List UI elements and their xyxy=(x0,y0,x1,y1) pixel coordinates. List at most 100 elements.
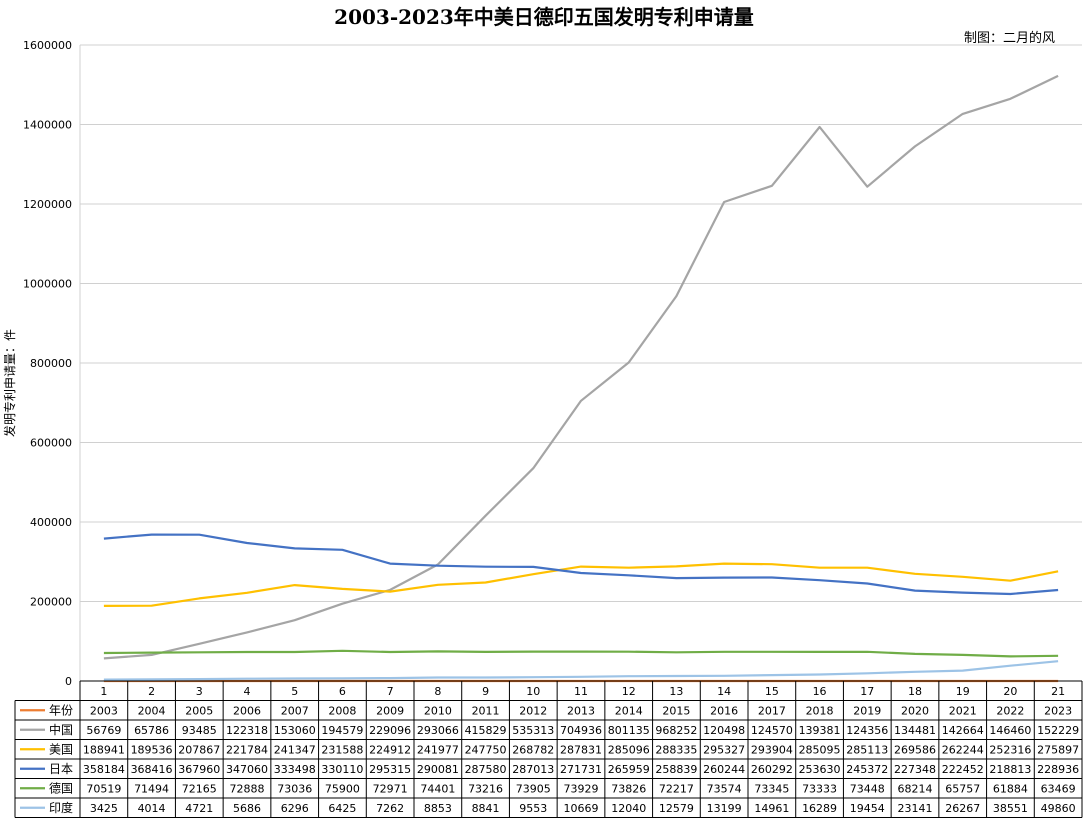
data-label: 124356 xyxy=(846,724,888,737)
data-label: 241977 xyxy=(417,743,459,756)
data-label: 288335 xyxy=(655,743,697,756)
data-label: 2013 xyxy=(567,704,595,717)
data-label: 2004 xyxy=(138,704,166,717)
category-label: 12 xyxy=(622,685,636,698)
data-label: 73333 xyxy=(802,782,837,795)
y-tick-label: 800000 xyxy=(30,357,72,370)
series-lines xyxy=(103,74,1059,683)
category-label: 21 xyxy=(1051,685,1065,698)
data-label: 2014 xyxy=(615,704,643,717)
data-label: 61884 xyxy=(993,782,1028,795)
data-label: 252316 xyxy=(989,743,1031,756)
data-label: 2011 xyxy=(472,704,500,717)
category-label: 8 xyxy=(434,685,441,698)
data-label: 65757 xyxy=(945,782,980,795)
data-label: 227348 xyxy=(894,763,936,776)
category-label: 5 xyxy=(291,685,298,698)
data-label: 72217 xyxy=(659,782,694,795)
data-label: 222452 xyxy=(942,763,984,776)
data-label: 73574 xyxy=(707,782,742,795)
data-label: 8841 xyxy=(472,802,500,815)
data-label: 260292 xyxy=(751,763,793,776)
category-label: 3 xyxy=(196,685,203,698)
data-label: 122318 xyxy=(226,724,268,737)
data-label: 2015 xyxy=(662,704,690,717)
data-label: 65786 xyxy=(134,724,169,737)
data-label: 13199 xyxy=(707,802,742,815)
data-label: 229096 xyxy=(369,724,411,737)
series-line-2 xyxy=(103,562,1059,608)
category-label: 7 xyxy=(387,685,394,698)
category-label: 20 xyxy=(1003,685,1017,698)
data-label: 68214 xyxy=(898,782,933,795)
series-line-3 xyxy=(103,533,1059,596)
category-label: 13 xyxy=(669,685,683,698)
data-label: 2022 xyxy=(996,704,1024,717)
data-label: 5686 xyxy=(233,802,261,815)
data-label: 4721 xyxy=(185,802,213,815)
data-label: 2005 xyxy=(185,704,213,717)
data-label: 71494 xyxy=(134,782,169,795)
data-label: 189536 xyxy=(131,743,173,756)
chart-credit: 制图：二月的风 xyxy=(964,30,1055,46)
data-label: 258839 xyxy=(655,763,697,776)
data-label: 295327 xyxy=(703,743,745,756)
y-tick-labels: 0 200000 400000 600000 800000 1000000 1200000 1… xyxy=(23,39,72,688)
data-label: 2016 xyxy=(710,704,738,717)
data-label: 9553 xyxy=(519,802,547,815)
data-label: 2012 xyxy=(519,704,547,717)
data-label: 2010 xyxy=(424,704,452,717)
series-name: 中国 xyxy=(49,722,73,737)
data-label: 63469 xyxy=(1041,782,1076,795)
data-label: 16289 xyxy=(802,802,837,815)
data-label: 146460 xyxy=(989,724,1031,737)
data-label: 124570 xyxy=(751,724,793,737)
data-label: 2003 xyxy=(90,704,118,717)
y-tick-label: 0 xyxy=(65,675,72,688)
data-label: 285096 xyxy=(608,743,650,756)
category-label: 10 xyxy=(526,685,540,698)
category-label: 1 xyxy=(100,685,107,698)
data-label: 269586 xyxy=(894,743,936,756)
data-label: 221784 xyxy=(226,743,268,756)
category-label: 19 xyxy=(956,685,970,698)
data-label: 2009 xyxy=(376,704,404,717)
data-label: 70519 xyxy=(86,782,121,795)
data-label: 73929 xyxy=(564,782,599,795)
data-label: 207867 xyxy=(178,743,220,756)
data-label: 247750 xyxy=(465,743,507,756)
data-label: 73216 xyxy=(468,782,503,795)
category-label: 11 xyxy=(574,685,588,698)
data-label: 415829 xyxy=(465,724,507,737)
data-label: 6425 xyxy=(328,802,356,815)
data-label: 231588 xyxy=(321,743,363,756)
data-label: 73448 xyxy=(850,782,885,795)
data-label: 801135 xyxy=(608,724,650,737)
data-label: 245372 xyxy=(846,763,888,776)
data-label: 265959 xyxy=(608,763,650,776)
data-label: 368416 xyxy=(131,763,173,776)
category-label: 2 xyxy=(148,685,155,698)
gridlines xyxy=(79,44,1082,682)
data-label: 26267 xyxy=(945,802,980,815)
data-label: 12040 xyxy=(611,802,646,815)
y-tick-label: 1200000 xyxy=(23,198,72,211)
y-tick-label: 1400000 xyxy=(23,119,72,132)
data-label: 2020 xyxy=(901,704,929,717)
data-label: 253630 xyxy=(799,763,841,776)
data-label: 2017 xyxy=(758,704,786,717)
data-label: 56769 xyxy=(86,724,121,737)
data-label: 271731 xyxy=(560,763,602,776)
data-label: 73826 xyxy=(611,782,646,795)
y-tick-label: 400000 xyxy=(30,516,72,529)
y-tick-label: 1000000 xyxy=(23,278,72,291)
category-label: 14 xyxy=(717,685,731,698)
data-label: 73905 xyxy=(516,782,551,795)
data-label: 3425 xyxy=(90,802,118,815)
data-label: 49860 xyxy=(1041,802,1076,815)
data-label: 535313 xyxy=(512,724,554,737)
data-label: 134481 xyxy=(894,724,936,737)
data-label: 347060 xyxy=(226,763,268,776)
data-label: 228936 xyxy=(1037,763,1079,776)
data-label: 75900 xyxy=(325,782,360,795)
